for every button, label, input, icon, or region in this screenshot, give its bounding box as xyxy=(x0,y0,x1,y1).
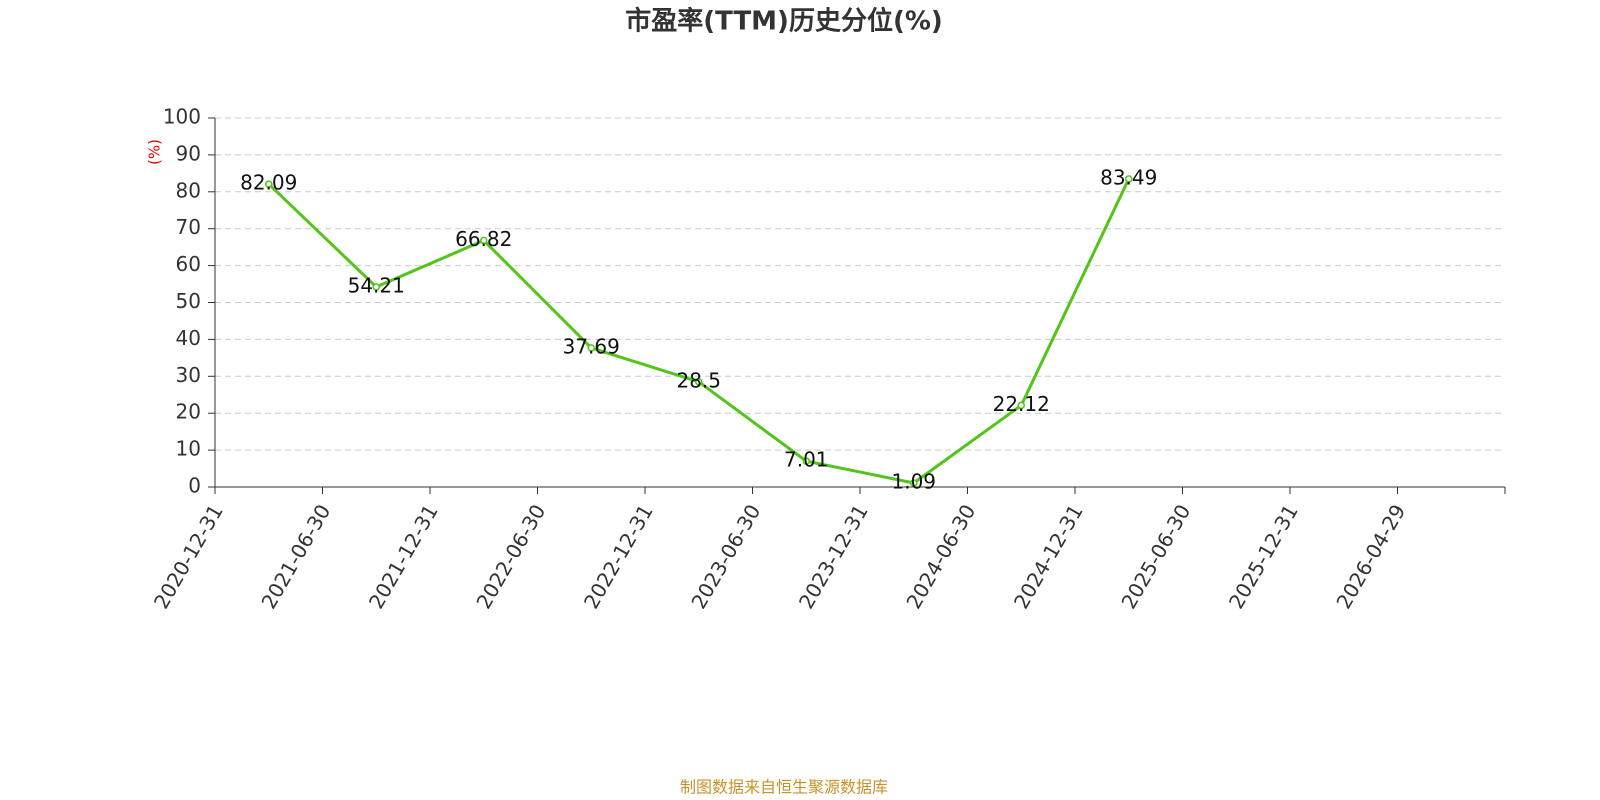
data-label: 37.69 xyxy=(563,334,620,358)
x-tick-label: 2022-12-31 xyxy=(579,500,658,613)
data-point xyxy=(1017,401,1025,410)
x-tick-label: 2023-12-31 xyxy=(794,500,873,613)
x-tick-label: 2023-06-30 xyxy=(686,500,765,613)
y-tick-label: 70 xyxy=(176,215,201,239)
chart-title: 市盈率(TTM)历史分位(%) xyxy=(625,6,943,37)
data-line xyxy=(267,178,1131,485)
data-point xyxy=(802,457,810,465)
x-tick-label: 2022-06-30 xyxy=(471,500,550,613)
data-label: 54.21 xyxy=(348,273,405,297)
data-point xyxy=(372,283,380,291)
y-tick-label: 0 xyxy=(188,474,201,498)
data-label: 66.82 xyxy=(455,227,512,251)
y-tick-label: 60 xyxy=(176,252,201,276)
data-point xyxy=(265,180,273,188)
x-tick-label: 2021-06-30 xyxy=(256,500,335,613)
data-label: 82.09 xyxy=(240,171,297,195)
data-point xyxy=(910,479,918,487)
y-tick-label: 90 xyxy=(176,141,201,165)
x-tick-label: 2021-12-31 xyxy=(364,500,443,613)
data-point xyxy=(695,378,703,386)
data-label: 1.09 xyxy=(891,469,936,493)
x-tick-label: 2026-04-29 xyxy=(1331,500,1410,613)
y-tick-label: 40 xyxy=(176,326,201,350)
y-tick-label: 20 xyxy=(176,400,201,424)
y-tick-label: 30 xyxy=(176,363,201,387)
y-tick-label: 80 xyxy=(176,178,201,202)
data-point xyxy=(587,344,595,352)
data-label: 22.12 xyxy=(993,392,1050,416)
x-tick-label: 2025-06-30 xyxy=(1116,500,1195,613)
y-tick-label: 100 xyxy=(163,105,201,129)
x-tick-label: 2025-12-31 xyxy=(1224,500,1303,613)
x-tick-label: 2024-06-30 xyxy=(901,500,980,613)
source-note: 制图数据来自恒生聚源数据库 xyxy=(680,778,888,797)
y-tick-label: 10 xyxy=(176,437,201,461)
data-point xyxy=(480,236,488,245)
data-label: 7.01 xyxy=(784,448,829,472)
y-tick-label: 50 xyxy=(176,289,201,313)
data-label: 28.5 xyxy=(676,368,721,392)
y-axis-label: (%) xyxy=(146,139,164,165)
x-tick-label: 2024-12-31 xyxy=(1009,500,1088,613)
x-tick-label: 2020-12-31 xyxy=(149,500,228,613)
data-label: 83.49 xyxy=(1100,165,1157,189)
data-point xyxy=(1125,175,1133,183)
